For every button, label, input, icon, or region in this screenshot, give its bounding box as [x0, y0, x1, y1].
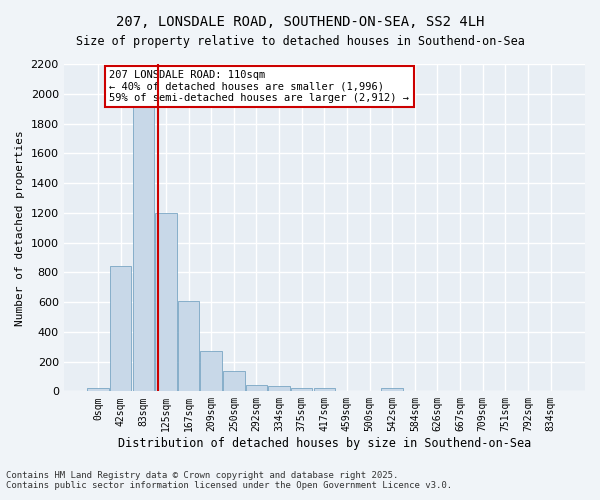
Text: 207 LONSDALE ROAD: 110sqm
← 40% of detached houses are smaller (1,996)
59% of se: 207 LONSDALE ROAD: 110sqm ← 40% of detac…	[109, 70, 409, 103]
Bar	[200, 351, 222, 392]
Bar	[155, 213, 177, 392]
Bar	[246, 384, 267, 392]
Bar	[382, 388, 403, 392]
X-axis label: Distribution of detached houses by size in Southend-on-Sea: Distribution of detached houses by size …	[118, 437, 531, 450]
Bar	[291, 388, 313, 392]
Bar	[178, 300, 199, 392]
Bar	[268, 386, 290, 392]
Bar	[223, 371, 245, 392]
Bar	[314, 388, 335, 392]
Text: 207, LONSDALE ROAD, SOUTHEND-ON-SEA, SS2 4LH: 207, LONSDALE ROAD, SOUTHEND-ON-SEA, SS2…	[116, 15, 484, 29]
Text: Size of property relative to detached houses in Southend-on-Sea: Size of property relative to detached ho…	[76, 35, 524, 48]
Text: Contains HM Land Registry data © Crown copyright and database right 2025.
Contai: Contains HM Land Registry data © Crown c…	[6, 470, 452, 490]
Bar	[133, 100, 154, 392]
Bar	[110, 266, 131, 392]
Bar	[88, 388, 109, 392]
Y-axis label: Number of detached properties: Number of detached properties	[15, 130, 25, 326]
